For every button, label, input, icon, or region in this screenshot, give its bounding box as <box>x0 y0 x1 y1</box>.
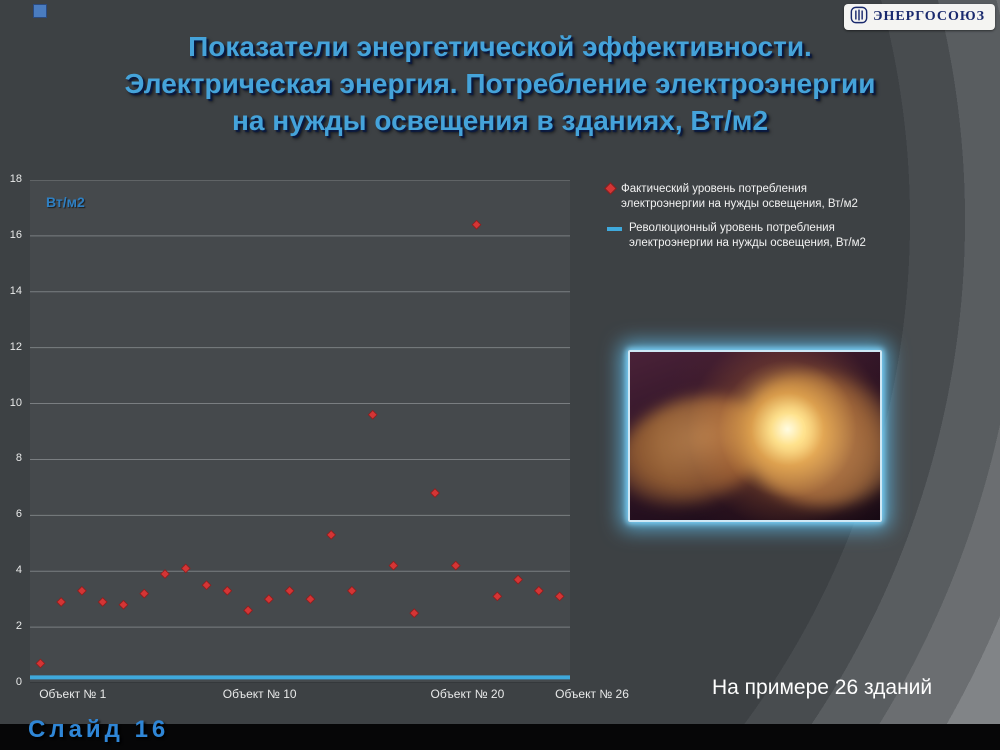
slide-number-label: Слайд 16 <box>28 716 170 743</box>
slide-title-line-3: на нужды освещения в зданиях, Вт/м2 <box>231 105 769 136</box>
data-point <box>513 574 523 585</box>
chart-legend: Фактический уровень потребления электроэ… <box>604 182 869 251</box>
data-point <box>56 597 67 607</box>
x-axis-tick-label: Объект № 10 <box>222 687 297 701</box>
cyan-line-marker-icon <box>607 227 622 232</box>
data-point <box>222 585 233 596</box>
y-axis-tick-label: 10 <box>9 396 22 409</box>
data-point <box>533 585 544 596</box>
y-axis-tick-label: 12 <box>9 340 22 353</box>
y-axis-tick-label: 8 <box>15 452 22 465</box>
logo-text: ЭНЕРГОСОЮЗ <box>872 9 985 24</box>
lightbulb-glow <box>630 352 880 520</box>
legend-label-actual: Фактический уровень потребления электроэ… <box>621 183 858 210</box>
corner-accent-square <box>33 4 47 18</box>
x-axis-tick-label: Объект № 1 <box>39 687 107 701</box>
slide-title: Показатели энергетической эффективности.… <box>0 28 1000 139</box>
legend-item-actual: Фактический уровень потребления электроэ… <box>604 182 869 211</box>
data-point <box>554 591 565 602</box>
data-point <box>450 560 461 571</box>
sample-size-note: На примере 26 зданий <box>712 676 933 699</box>
bottom-black-bar <box>0 724 1000 750</box>
data-point <box>243 605 253 616</box>
y-axis-tick-label: 2 <box>15 620 22 633</box>
data-point <box>180 563 191 574</box>
y-axis-tick-label: 0 <box>15 676 22 688</box>
data-point <box>263 594 274 605</box>
data-point <box>492 591 503 602</box>
data-point <box>409 608 420 619</box>
data-point <box>305 594 316 605</box>
data-point <box>139 588 150 599</box>
y-axis-tick-label: 18 <box>9 173 22 185</box>
data-point <box>388 560 399 571</box>
legend-label-revolutionary: Революционный уровень потребления электр… <box>629 222 866 250</box>
slide-title-line-1: Показатели энергетической эффективности. <box>188 31 812 62</box>
x-axis-tick-label: Объект № 20 <box>430 687 505 701</box>
data-point <box>77 585 87 596</box>
data-point <box>347 585 357 596</box>
data-point <box>160 569 170 579</box>
y-axis-tick-label: 6 <box>15 508 22 521</box>
data-point <box>326 530 337 540</box>
data-point <box>430 488 440 498</box>
energosoyuz-logo: ЭНЕРГОСОЮЗ <box>843 4 995 30</box>
energosoyuz-emblem-icon <box>850 6 868 29</box>
y-axis-tick-label: 16 <box>9 228 22 241</box>
data-point <box>118 599 129 610</box>
data-point <box>284 585 295 596</box>
y-axis-tick-label: 14 <box>9 284 22 297</box>
data-point <box>367 409 378 420</box>
chart-canvas <box>30 180 570 683</box>
legend-item-revolutionary: Революционный уровень потребления электр… <box>607 221 869 250</box>
data-point <box>97 597 108 607</box>
slide-title-line-2: Электрическая энергия. Потребление элект… <box>124 68 876 99</box>
y-axis: 0 2 4 6 8 10 12 14 16 18 <box>0 173 26 688</box>
data-point <box>201 580 212 591</box>
x-axis-tick-label: Объект № 26 <box>555 687 629 701</box>
hands-lightbulb-image <box>628 350 882 522</box>
red-diamond-marker-icon <box>604 182 617 195</box>
x-axis: Объект № 1 Объект № 10 Объект № 20 Объект №… <box>30 687 650 705</box>
y-axis-tick-label: 4 <box>15 564 22 577</box>
data-point <box>471 219 482 230</box>
plot-unit-label: Вт/м2 <box>46 194 85 210</box>
consumption-scatter-chart: Вт/м2 <box>30 180 570 683</box>
data-point <box>35 658 46 669</box>
